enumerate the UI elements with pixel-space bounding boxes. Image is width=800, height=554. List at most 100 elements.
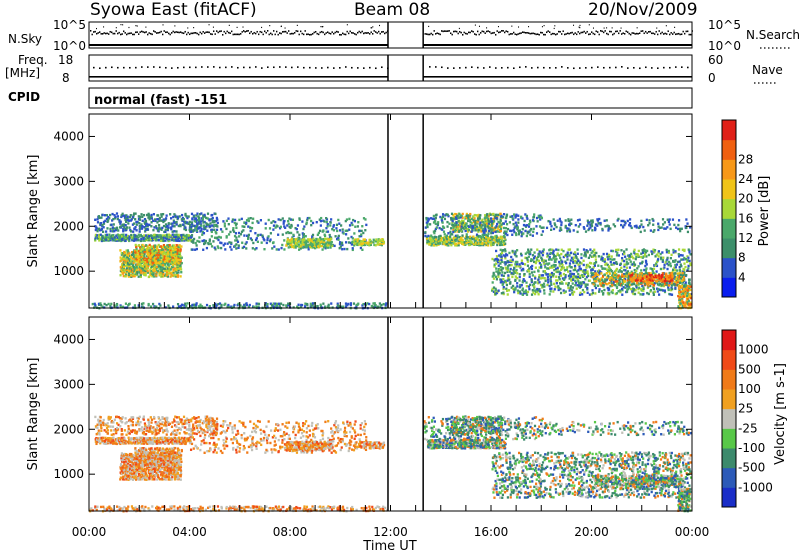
heatmap-cell	[265, 241, 268, 245]
heatmap-cell	[139, 275, 142, 279]
heatmap-cell	[97, 302, 101, 306]
heatmap-cell	[369, 240, 372, 243]
heatmap-cell	[496, 222, 499, 226]
heatmap-cell	[600, 290, 604, 293]
heatmap-cell	[497, 213, 500, 217]
nsky-point	[223, 30, 225, 33]
heatmap-cell	[150, 305, 153, 308]
heatmap-cell	[433, 235, 437, 239]
heatmap-cell	[574, 281, 578, 284]
heatmap-cell	[516, 289, 519, 292]
nsky-point	[591, 31, 593, 33]
heatmap-cell	[337, 236, 340, 239]
heatmap-cell	[649, 290, 652, 293]
heatmap-cell	[513, 290, 516, 294]
nsky-point	[319, 31, 321, 34]
nave-point	[147, 66, 149, 68]
heatmap-cell	[657, 287, 660, 291]
heatmap-cell	[208, 305, 211, 308]
heatmap-cell	[243, 234, 246, 237]
heatmap-cell	[272, 305, 275, 308]
heatmap-cell	[125, 270, 129, 273]
heatmap-cell	[530, 279, 533, 282]
heatmap-cell	[286, 238, 289, 241]
heatmap-cell	[310, 219, 313, 223]
heatmap-cell	[196, 222, 199, 225]
heatmap-cell	[440, 218, 443, 222]
heatmap-cell	[445, 237, 448, 240]
heatmap-cell	[170, 247, 173, 250]
heatmap-cell	[159, 256, 162, 259]
heatmap-cell	[140, 264, 143, 268]
heatmap-cell	[177, 271, 180, 274]
heatmap-cell	[664, 261, 667, 264]
nave-point	[441, 66, 443, 69]
heatmap-cell	[135, 266, 138, 269]
heatmap-cell	[325, 230, 328, 233]
heatmap-cell	[671, 270, 674, 273]
heatmap-cell	[137, 233, 140, 236]
nsky-point	[676, 33, 678, 35]
heatmap-cell	[296, 240, 299, 244]
heatmap-cell	[317, 239, 320, 243]
heatmap-cell	[528, 272, 531, 276]
heatmap-cell	[569, 259, 572, 262]
heatmap-cell	[355, 305, 358, 308]
heatmap-cell	[332, 224, 335, 227]
heatmap-cell	[604, 258, 607, 261]
heatmap-cell	[550, 266, 553, 269]
heatmap-cell	[163, 251, 166, 254]
heatmap-cell	[374, 240, 378, 243]
heatmap-cell	[163, 269, 166, 272]
heatmap-cell	[211, 224, 214, 227]
heatmap-cell	[158, 274, 161, 277]
heatmap-cell	[170, 238, 174, 241]
heatmap-cell	[138, 268, 141, 272]
heatmap-cell	[583, 290, 586, 294]
heatmap-cell	[508, 221, 511, 224]
heatmap-cell	[160, 275, 163, 278]
heatmap-cell	[243, 221, 246, 225]
heatmap-cell	[247, 217, 250, 220]
heatmap-cell	[301, 220, 304, 223]
heatmap-cell	[174, 215, 177, 219]
heatmap-cell	[665, 272, 668, 275]
heatmap-cell	[361, 225, 364, 228]
nsky-point	[669, 33, 671, 36]
heatmap-cell	[510, 260, 513, 264]
heatmap-cell	[459, 226, 462, 229]
heatmap-cell	[647, 292, 650, 296]
nave-point	[111, 66, 113, 69]
heatmap-cell	[482, 235, 485, 238]
heatmap-cell	[512, 272, 515, 276]
heatmap-cell	[148, 259, 151, 262]
heatmap-cell	[547, 278, 550, 281]
heatmap-cell	[432, 214, 435, 218]
heatmap-cell	[312, 238, 316, 242]
heatmap-cell	[528, 230, 531, 233]
heatmap-cell	[306, 238, 310, 241]
heatmap-cell	[292, 233, 295, 237]
heatmap-cell	[606, 292, 609, 295]
heatmap-cell	[484, 219, 487, 222]
nsky-point	[681, 33, 683, 36]
heatmap-cell	[495, 291, 499, 295]
heatmap-cell	[294, 244, 298, 247]
heatmap-cell	[499, 281, 502, 284]
heatmap-cell	[493, 263, 496, 266]
heatmap-cell	[524, 224, 527, 227]
heatmap-cell	[529, 259, 532, 263]
heatmap-cell	[167, 222, 170, 225]
heatmap-cell	[301, 232, 304, 235]
heatmap-cell	[608, 281, 611, 285]
heatmap-cell	[605, 276, 608, 279]
heatmap-cell	[132, 269, 136, 273]
heatmap-cell	[505, 289, 509, 292]
nsearch-point	[95, 27, 97, 30]
heatmap-cell	[687, 248, 690, 251]
heatmap-cell	[164, 230, 167, 234]
heatmap-cell	[517, 221, 520, 224]
heatmap-cell	[128, 215, 132, 219]
nsky-point	[660, 32, 662, 35]
heatmap-cell	[205, 216, 208, 220]
